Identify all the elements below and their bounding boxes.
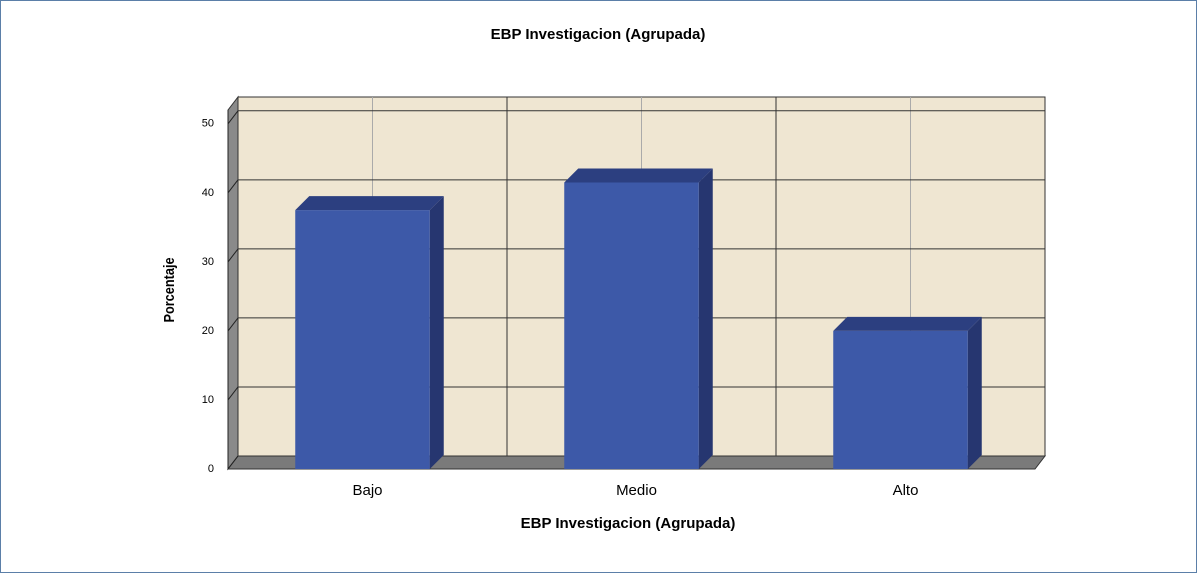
y-tick	[227, 455, 239, 470]
y-tick	[227, 110, 239, 125]
y-tick	[227, 179, 239, 194]
x-tick-label: Bajo	[352, 482, 382, 499]
bar	[833, 330, 968, 469]
x-tick-label: Alto	[893, 482, 919, 499]
bar-side	[967, 316, 982, 469]
bar-top	[833, 316, 982, 331]
bar-top	[564, 168, 713, 183]
bar	[295, 210, 430, 469]
y-tick	[227, 248, 239, 263]
y-tick	[227, 317, 239, 332]
y-tick-label: 10	[202, 394, 214, 406]
y-tick	[227, 386, 239, 401]
y-tick-label: 40	[202, 187, 214, 199]
bar-side	[429, 196, 444, 469]
y-tick-label: 0	[208, 463, 214, 475]
y-tick-label: 30	[202, 256, 214, 268]
bar-side	[698, 168, 713, 469]
side-wall	[227, 95, 239, 471]
bar	[564, 182, 699, 469]
x-axis-title: EBP Investigacion (Agrupada)	[521, 515, 736, 532]
y-tick-label: 20	[202, 325, 214, 337]
x-tick-label: Medio	[616, 482, 657, 499]
y-tick-label: 50	[202, 118, 214, 130]
chart-title: EBP Investigacion (Agrupada)	[491, 26, 706, 43]
bar-top	[295, 196, 444, 211]
y-axis-title: Porcentaje	[160, 257, 177, 322]
